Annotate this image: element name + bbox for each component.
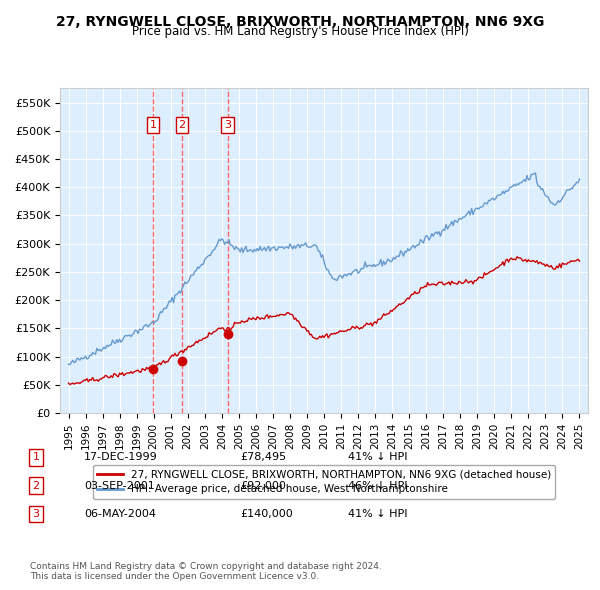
Legend: 27, RYNGWELL CLOSE, BRIXWORTH, NORTHAMPTON, NN6 9XG (detached house), HPI: Avera: 27, RYNGWELL CLOSE, BRIXWORTH, NORTHAMPT… [92, 465, 556, 499]
Text: 41% ↓ HPI: 41% ↓ HPI [348, 509, 407, 519]
Text: 17-DEC-1999: 17-DEC-1999 [84, 453, 158, 462]
Text: £92,000: £92,000 [240, 481, 286, 490]
Text: 46% ↓ HPI: 46% ↓ HPI [348, 481, 407, 490]
Text: Price paid vs. HM Land Registry's House Price Index (HPI): Price paid vs. HM Land Registry's House … [131, 25, 469, 38]
Text: 06-MAY-2004: 06-MAY-2004 [84, 509, 156, 519]
Text: 3: 3 [32, 509, 40, 519]
Text: Contains HM Land Registry data © Crown copyright and database right 2024.
This d: Contains HM Land Registry data © Crown c… [30, 562, 382, 581]
Text: 1: 1 [149, 120, 157, 130]
Text: 3: 3 [224, 120, 231, 130]
Text: 03-SEP-2001: 03-SEP-2001 [84, 481, 155, 490]
Text: 27, RYNGWELL CLOSE, BRIXWORTH, NORTHAMPTON, NN6 9XG: 27, RYNGWELL CLOSE, BRIXWORTH, NORTHAMPT… [56, 15, 544, 29]
Text: 41% ↓ HPI: 41% ↓ HPI [348, 453, 407, 462]
Text: 2: 2 [32, 481, 40, 490]
Text: 2: 2 [179, 120, 185, 130]
Text: 1: 1 [32, 453, 40, 462]
Text: £78,495: £78,495 [240, 453, 286, 462]
Text: £140,000: £140,000 [240, 509, 293, 519]
